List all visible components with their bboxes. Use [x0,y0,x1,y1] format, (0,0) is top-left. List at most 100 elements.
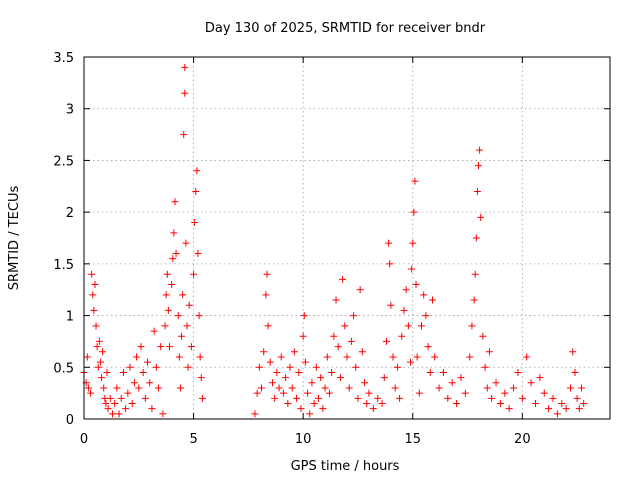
data-point-marker [418,322,426,330]
x-tick-label: 15 [404,432,421,447]
data-point-marker [477,213,485,221]
data-point-marker [146,379,154,387]
data-point-marker [100,384,108,392]
data-point-marker [424,343,432,351]
data-point-marker [453,399,461,407]
y-tick-label: 2.5 [53,154,74,169]
data-point-marker [369,405,377,413]
data-point-marker [345,384,353,392]
data-point-marker [277,353,285,361]
data-point-marker [536,374,544,382]
data-point-marker [180,131,188,139]
data-point-marker [575,405,583,413]
data-point-marker [385,239,393,247]
data-point-marker [87,389,95,397]
data-point-marker [193,167,201,175]
data-point-marker [527,379,535,387]
data-point-marker [380,374,388,382]
data-point-marker [378,399,386,407]
data-point-marker [172,250,180,258]
data-point-marker [297,405,305,413]
data-point-marker [161,322,169,330]
data-point-marker [483,384,491,392]
x-tick-label: 5 [189,432,197,447]
data-point-marker [549,394,557,402]
data-point-marker [573,394,581,402]
data-point-marker [545,405,553,413]
data-point-marker [93,343,101,351]
data-point-marker [194,250,202,258]
data-point-marker [182,239,190,247]
data-point-marker [347,337,355,345]
data-point-marker [301,358,309,366]
data-point-marker [264,322,272,330]
data-point-marker [300,312,308,320]
data-point-marker [540,389,548,397]
plot-frame [83,56,611,420]
data-point-marker [365,389,373,397]
data-point-marker [558,399,566,407]
data-point-marker [476,146,484,154]
data-point-marker [426,368,434,376]
data-point-marker [128,399,136,407]
data-point-marker [398,332,406,340]
data-point-marker [117,394,125,402]
data-point-marker [485,348,493,356]
data-point-marker [258,384,266,392]
data-point-marker [98,374,106,382]
data-point-marker [410,208,418,216]
data-point-marker [435,384,443,392]
data-point-marker [92,322,100,330]
data-point-marker [409,239,417,247]
data-point-marker [195,312,203,320]
data-point-marker [137,343,145,351]
y-axis-ticks: 0 0.5 1 1.5 2 2.5 3 3.5 [53,51,610,428]
data-point-marker [310,399,318,407]
data-point-marker [198,394,206,402]
data-point-marker [306,410,314,418]
data-point-marker [361,379,369,387]
data-point-marker [88,270,96,278]
data-point-marker [350,312,358,320]
data-point-marker [299,332,307,340]
data-point-marker [408,265,416,273]
data-point-marker [481,363,489,371]
data-point-marker [389,353,397,361]
data-point-marker [190,270,198,278]
data-point-marker [196,353,204,361]
data-point-marker [387,301,395,309]
data-point-marker [580,399,588,407]
data-point-marker [393,363,401,371]
data-point-marker [282,374,290,382]
data-point-marker [150,327,158,335]
data-point-marker [323,353,331,361]
data-point-marker [413,353,421,361]
data-point-marker [312,363,320,371]
data-point-marker [130,379,138,387]
data-point-marker [162,291,170,299]
data-point-marker [275,384,283,392]
data-point-marker [284,399,292,407]
data-point-marker [268,379,276,387]
data-point-marker [94,363,102,371]
data-point-marker [126,363,134,371]
data-point-marker [332,296,340,304]
y-tick-label: 0 [66,413,74,428]
data-point-marker [119,368,127,376]
data-point-marker [400,306,408,314]
data-point-marker [407,358,415,366]
grid-lines [84,57,610,419]
data-point-marker [374,394,382,402]
data-point-marker [183,322,191,330]
data-point-marker [567,384,575,392]
data-point-marker [90,306,98,314]
x-tick-label: 20 [514,432,531,447]
data-point-marker [83,353,91,361]
data-point-marker [111,399,119,407]
data-point-marker [192,187,200,195]
data-point-marker [122,405,130,413]
data-point-marker [175,353,183,361]
x-axis-ticks: 0 5 10 15 20 [80,57,531,447]
data-point-marker [165,343,173,351]
data-point-marker [260,348,268,356]
